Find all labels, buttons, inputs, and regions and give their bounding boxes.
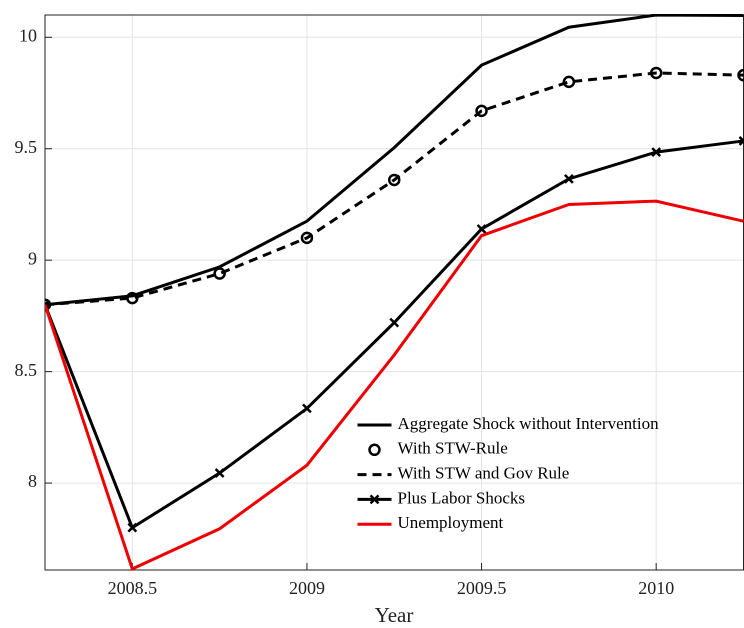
y-tick-label: 9.5 xyxy=(15,137,38,157)
plot-area xyxy=(45,14,744,571)
legend-label: With STW and Gov Rule xyxy=(398,464,570,483)
marker xyxy=(45,299,50,310)
legend-label: Plus Labor Shocks xyxy=(398,488,526,507)
marker xyxy=(475,104,488,118)
x-tick-label: 2009 xyxy=(289,578,325,598)
legend-label: Unemployment xyxy=(398,513,504,532)
marker xyxy=(388,173,401,187)
y-tick-label: 8.5 xyxy=(15,360,38,380)
x-axis-label: Year xyxy=(375,603,414,627)
marker xyxy=(214,468,225,478)
series-line xyxy=(45,139,744,530)
legend-label: Aggregate Shock without Intervention xyxy=(398,414,660,433)
x-tick-label: 2009.5 xyxy=(457,578,507,598)
marker xyxy=(476,224,487,234)
y-tick-label: 8 xyxy=(28,471,37,491)
y-tick-label: 10 xyxy=(19,25,37,45)
y-tick-label: 9 xyxy=(28,248,37,268)
marker xyxy=(300,231,314,245)
marker xyxy=(651,147,662,157)
marker xyxy=(369,494,380,505)
x-tick-label: 2008.5 xyxy=(108,578,158,598)
legend-label: With STW-Rule xyxy=(398,439,508,458)
x-tick-label: 2010 xyxy=(638,578,674,598)
series-line xyxy=(45,199,744,571)
marker xyxy=(368,443,381,457)
marker xyxy=(127,522,138,533)
marker xyxy=(563,173,574,184)
series-line xyxy=(45,14,744,307)
series-line xyxy=(45,71,744,307)
marker xyxy=(389,317,400,328)
marker xyxy=(302,403,312,414)
